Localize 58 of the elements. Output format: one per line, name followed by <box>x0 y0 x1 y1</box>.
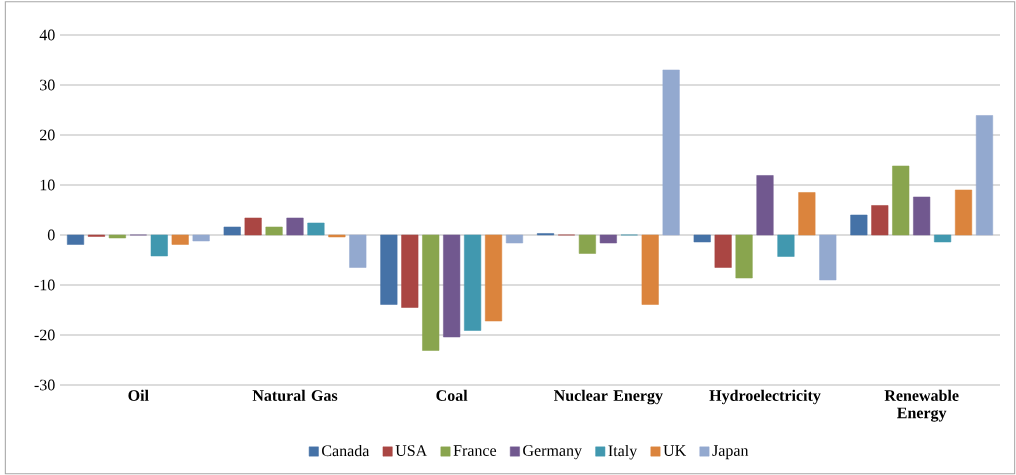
bar <box>777 234 795 257</box>
x-tick-label: Natural Gas <box>252 389 338 401</box>
legend-label: Canada <box>322 444 370 457</box>
bar <box>641 234 659 305</box>
y-tick-label: 0 <box>47 229 55 241</box>
y-tick-label: 40 <box>39 29 55 41</box>
x-tick-label: Hydroelectricity <box>709 389 821 405</box>
y-tick-label: -10 <box>34 279 55 291</box>
bar <box>892 165 910 236</box>
bar <box>286 217 304 236</box>
bar <box>693 234 711 243</box>
y-tick-label: -30 <box>34 379 55 391</box>
bar <box>307 222 325 236</box>
bar <box>850 214 868 236</box>
bar <box>955 189 973 236</box>
bar <box>265 226 283 236</box>
bar <box>401 234 419 308</box>
y-tick-label: 10 <box>40 179 55 191</box>
legend-label: USA <box>395 445 428 456</box>
bar <box>975 115 994 236</box>
bar <box>349 234 367 268</box>
y-tick-label: 20 <box>40 129 55 141</box>
bar <box>150 234 168 257</box>
bar <box>192 234 210 242</box>
legend-label: Japan <box>712 445 749 460</box>
legend-label: Italy <box>608 444 638 460</box>
legend-label: France <box>453 445 497 456</box>
bar <box>108 234 126 239</box>
bar <box>735 234 753 279</box>
x-tick-label: Coal <box>436 389 468 401</box>
bar <box>505 234 524 244</box>
bar <box>422 234 440 351</box>
bar <box>798 192 816 236</box>
x-tick-label: Renewable Energy <box>884 389 959 422</box>
legend-label: UK <box>663 445 687 456</box>
bar <box>662 69 680 236</box>
bar <box>244 217 262 236</box>
bar <box>485 234 503 322</box>
bar <box>223 226 241 236</box>
y-tick-label: -20 <box>34 329 55 341</box>
bar <box>871 205 889 236</box>
x-tick-label: Oil <box>128 389 149 401</box>
x-tick-label: Nuclear Energy <box>553 389 663 405</box>
bar <box>819 234 837 281</box>
bar <box>578 234 596 254</box>
bar <box>67 234 85 245</box>
bar <box>443 234 461 338</box>
bar <box>756 175 774 236</box>
bar <box>599 234 617 244</box>
bar <box>380 234 398 305</box>
legend-label: Germany <box>523 445 582 460</box>
bar <box>913 196 931 236</box>
bar <box>714 234 732 268</box>
bar <box>934 234 952 243</box>
bar <box>328 234 346 238</box>
bar <box>464 234 482 331</box>
bar <box>171 234 189 245</box>
y-tick-label: 30 <box>40 79 55 91</box>
